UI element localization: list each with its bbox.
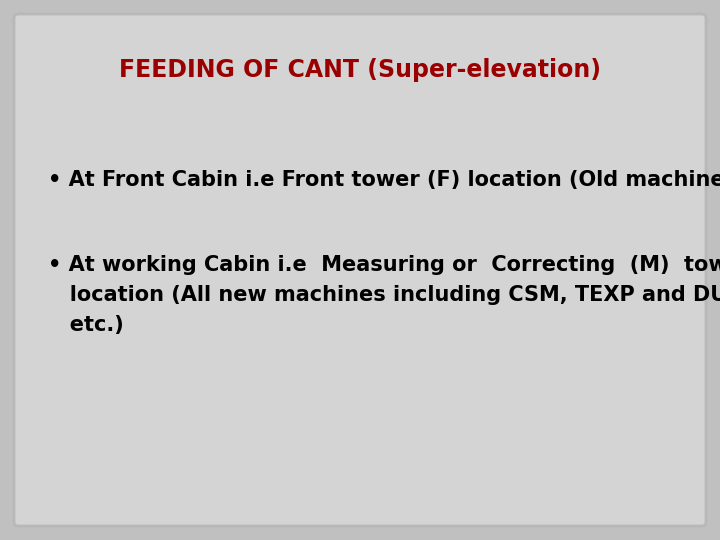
Text: • At Front Cabin i.e Front tower (F) location (Old machines).: • At Front Cabin i.e Front tower (F) loc… [48,170,720,190]
FancyBboxPatch shape [14,14,706,526]
Text: • At working Cabin i.e  Measuring or  Correcting  (M)  tower
   location (All ne: • At working Cabin i.e Measuring or Corr… [48,254,720,335]
Text: FEEDING OF CANT (Super-elevation): FEEDING OF CANT (Super-elevation) [119,58,601,82]
